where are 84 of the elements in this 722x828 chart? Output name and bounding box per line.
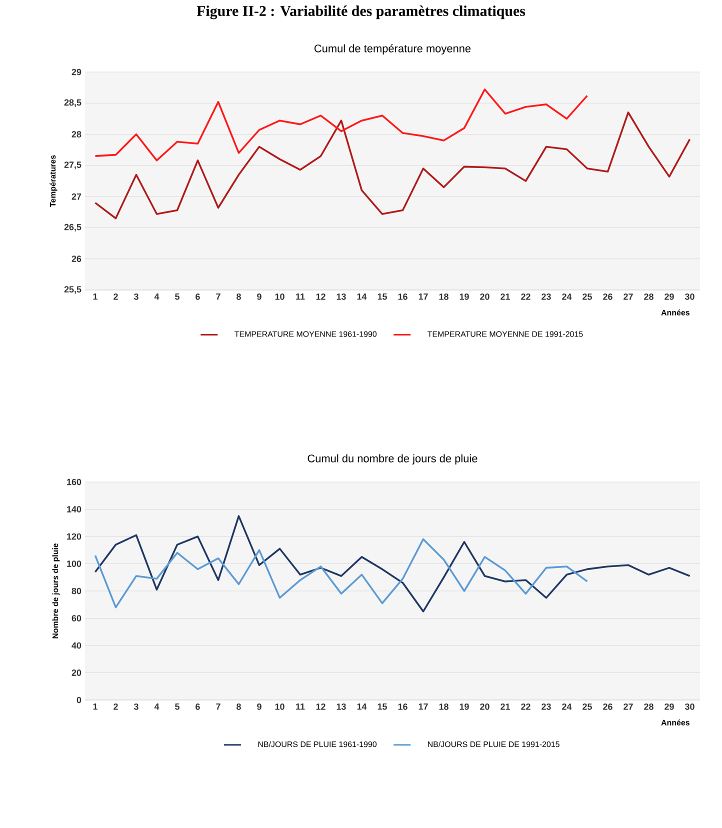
x-tick-label: 29 [664, 294, 674, 300]
x-tick-label: 19 [460, 294, 469, 300]
x-tick-label: 3 [134, 704, 138, 710]
x-tick-label: 6 [196, 704, 200, 710]
y-tick-label: 40 [72, 642, 82, 649]
x-tick-label: 28 [644, 704, 654, 710]
x-tick-label: 26 [603, 704, 612, 710]
x-tick-label: 18 [439, 294, 448, 300]
y-tick-label: 27 [72, 193, 82, 200]
y-tick-label: 25,5 [64, 286, 82, 294]
y-tick-label: 27,5 [64, 162, 82, 170]
line-series [94, 515, 691, 612]
x-tick-label: 11 [296, 704, 305, 710]
x-tick-label: 28 [644, 294, 654, 300]
x-tick-label: 10 [275, 704, 284, 710]
x-tick-label: 7 [216, 704, 220, 710]
x-tick-label: 8 [236, 704, 241, 710]
x-tick-label: 15 [378, 704, 387, 710]
x-tick-label: 20 [480, 294, 490, 300]
x-tick-label: 16 [398, 294, 408, 300]
x-tick-label: 5 [175, 294, 180, 300]
x-tick-label: 10 [275, 294, 284, 300]
x-tick-label: 15 [378, 294, 387, 300]
x-tick-label: 1 [93, 704, 98, 710]
x-tick-label: 9 [257, 704, 262, 710]
x-tick-label: 13 [336, 294, 346, 300]
y-tick-label: 80 [72, 588, 82, 594]
line-series [94, 112, 691, 220]
x-tick-label: 21 [500, 704, 510, 710]
y-tick-label: 160 [67, 478, 82, 486]
x-tick-label: 22 [521, 294, 530, 300]
line-series [94, 538, 588, 608]
x-tick-label: 13 [336, 704, 346, 710]
x-tick-label: 30 [684, 704, 694, 710]
x-tick-label: 12 [316, 294, 326, 300]
y-tick-label: 29 [72, 68, 82, 76]
x-tick-label: 7 [216, 294, 220, 300]
x-tick-label: 23 [542, 704, 551, 710]
x-tick-label: 14 [357, 704, 367, 710]
x-tick-label: 22 [521, 704, 530, 710]
y-tick-label: 26,5 [64, 224, 82, 232]
x-tick-label: 6 [196, 294, 200, 300]
x-tick-label: 24 [562, 294, 572, 300]
y-tick-label: 100 [67, 560, 82, 567]
x-tick-label: 11 [296, 294, 305, 300]
text: Figure II-2 : Variabilité des paramètres climatiques [196, 6, 526, 20]
x-tick-label: 27 [624, 294, 633, 300]
y-tick-label: 140 [67, 506, 82, 512]
y-tick-label: 28 [72, 131, 82, 138]
x-tick-label: 1 [93, 294, 98, 300]
y-tick-label: 20 [72, 670, 82, 676]
x-tick-label: 19 [460, 704, 469, 710]
x-tick-label: 5 [175, 704, 180, 710]
x-tick-label: 18 [439, 704, 448, 710]
x-tick-label: 2 [114, 704, 118, 710]
x-tick-label: 27 [624, 704, 633, 710]
x-tick-label: 21 [500, 294, 510, 300]
chart-title: Cumul du nombre de jours de pluie [308, 454, 478, 464]
x-tick-label: 30 [684, 294, 694, 300]
x-tick-label: 17 [418, 294, 428, 300]
y-tick-label: 120 [67, 533, 82, 540]
line-series [94, 88, 588, 162]
x-tick-label: 24 [562, 704, 572, 710]
x-tick-label: 20 [480, 704, 490, 710]
y-tick-label: 0 [76, 696, 82, 704]
x-tick-label: 8 [236, 294, 241, 300]
y-tick-label: 28,5 [64, 99, 82, 107]
x-tick-label: 29 [664, 704, 674, 710]
x-tick-label: 25 [582, 704, 592, 710]
x-tick-label: 4 [154, 294, 160, 300]
x-tick-label: 14 [357, 294, 367, 300]
x-tick-label: 4 [154, 704, 160, 710]
x-tick-label: 3 [134, 294, 138, 300]
x-tick-label: 26 [603, 294, 612, 300]
x-tick-label: 17 [418, 704, 428, 710]
y-tick-label: 26 [72, 256, 82, 262]
x-tick-label: 23 [542, 294, 551, 300]
x-tick-label: 2 [114, 294, 118, 300]
x-tick-label: 12 [316, 704, 326, 710]
x-tick-label: 25 [582, 294, 592, 300]
x-tick-label: 9 [257, 294, 262, 300]
chart-title: Cumul de température moyenne [314, 44, 471, 54]
y-tick-label: 60 [72, 615, 82, 622]
x-tick-label: 16 [398, 704, 408, 710]
